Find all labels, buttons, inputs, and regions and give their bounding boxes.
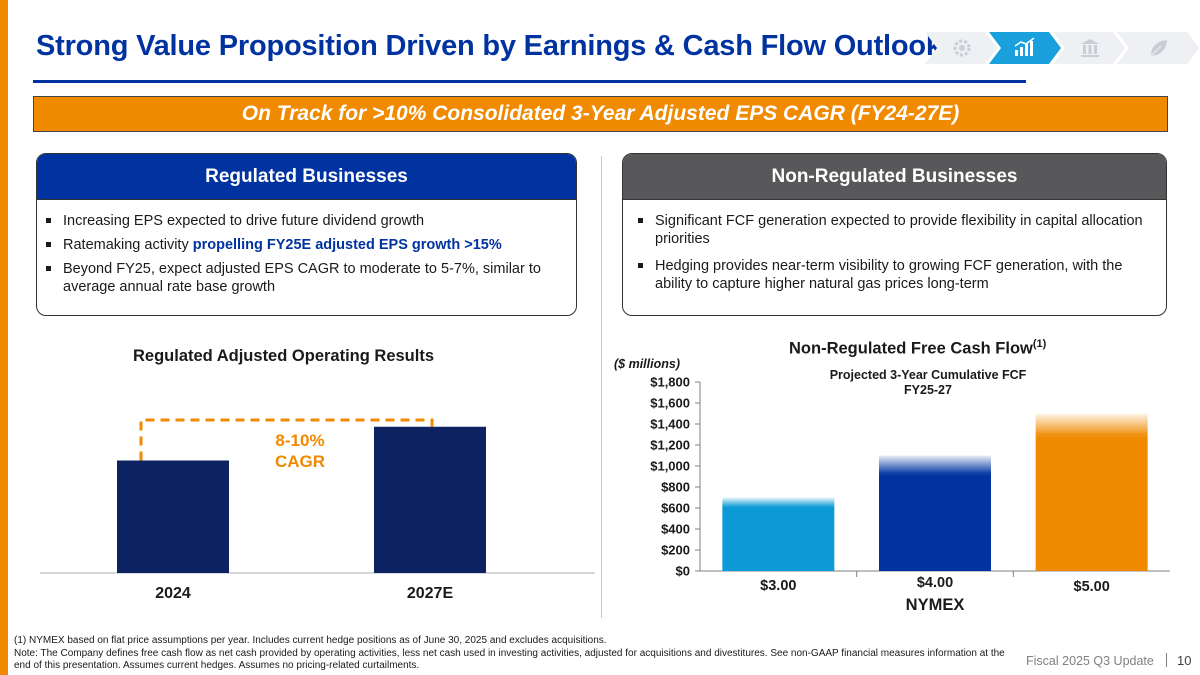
banner-text: On Track for >10% Consolidated 3-Year Ad… <box>241 102 960 125</box>
footer-separator <box>1166 653 1167 667</box>
y-tick-label: $1,400 <box>650 417 690 432</box>
x-tick-label: $4.00 <box>917 575 953 591</box>
x-tick-label: 2024 <box>155 585 191 602</box>
section-progress-nav <box>925 32 1200 64</box>
y-tick-label: $600 <box>661 501 690 516</box>
footnote-marker: (1) <box>1032 338 1047 350</box>
y-tick-label: $1,000 <box>650 459 690 474</box>
nonregulated-heading-text: Non-Regulated Businesses <box>771 165 1018 187</box>
bar-fade-$4.00 <box>879 455 991 475</box>
list-item: Significant FCF generation expected to p… <box>638 212 1152 248</box>
chart-subtitle-line1: Projected 3-Year Cumulative FCF <box>830 368 1027 382</box>
regulated-heading-text: Regulated Businesses <box>205 165 408 187</box>
list-item: Beyond FY25, expect adjusted EPS CAGR to… <box>46 260 562 296</box>
bar-2024 <box>117 460 229 573</box>
cagr-annotation-line1: 8-10% <box>275 431 324 450</box>
cagr-annotation-line2: CAGR <box>275 452 325 471</box>
y-tick-label: $1,200 <box>650 438 690 453</box>
list-item: Ratemaking activity propelling FY25E adj… <box>46 236 562 254</box>
nonregulated-heading: Non-Regulated Businesses <box>623 154 1166 200</box>
bar-$3.00 <box>722 506 835 571</box>
gear-icon <box>953 39 971 57</box>
fcf-chart-title: Non-Regulated Free Cash Flow(1) <box>789 338 1047 358</box>
bar-$4.00 <box>879 474 991 571</box>
regulated-businesses-card: Regulated Businesses Increasing EPS expe… <box>36 153 577 316</box>
title-underline <box>33 80 1026 83</box>
nav-step-1[interactable] <box>925 32 997 64</box>
leaf-icon <box>1150 40 1167 57</box>
y-tick-label: $200 <box>661 543 690 558</box>
y-tick-label: $0 <box>676 564 690 579</box>
footer-label: Fiscal 2025 Q3 Update <box>1026 654 1154 668</box>
footnote-2: Note: The Company defines free cash flow… <box>14 647 1005 672</box>
list-item: Hedging provides near-term visibility to… <box>638 257 1152 293</box>
y-tick-label: $800 <box>661 480 690 495</box>
x-tick-label: $5.00 <box>1074 579 1110 595</box>
regulated-heading: Regulated Businesses <box>37 154 576 200</box>
page-number: 10 <box>1177 653 1192 668</box>
regulated-operating-results-chart: 2024 2027E 8-10% CAGR <box>40 418 595 602</box>
bar-2027E <box>374 426 486 573</box>
y-tick-label: $1,800 <box>650 375 690 390</box>
chart-subtitle-line2: FY25-27 <box>904 383 952 397</box>
bar-fade-$3.00 <box>722 497 835 507</box>
x-tick-label: $3.00 <box>760 578 796 594</box>
bar-fade-$5.00 <box>1035 413 1148 437</box>
x-tick-label: 2027E <box>407 585 454 602</box>
y-tick-label: $1,600 <box>650 396 690 411</box>
nav-step-2-active[interactable] <box>989 32 1061 64</box>
y-tick-label: $400 <box>661 522 690 537</box>
eps-cagr-banner: On Track for >10% Consolidated 3-Year Ad… <box>33 96 1168 132</box>
y-axis-unit-label: ($ millions) <box>614 357 680 371</box>
footnote-1: (1) NYMEX based on flat price assumption… <box>14 635 607 646</box>
nonregulated-businesses-card: Non-Regulated Businesses Significant FCF… <box>622 153 1167 316</box>
institution-icon <box>1081 39 1099 57</box>
column-divider <box>601 156 602 618</box>
footnotes: (1) NYMEX based on flat price assumption… <box>14 635 1024 673</box>
growth-chart-icon <box>1014 37 1035 56</box>
highlight-text: propelling FY25E adjusted EPS growth >15… <box>192 237 502 253</box>
nav-step-3[interactable] <box>1053 32 1125 64</box>
regulated-chart-title: Regulated Adjusted Operating Results <box>133 347 435 365</box>
nonregulated-bullet-list: Significant FCF generation expected to p… <box>638 212 1152 293</box>
list-item: Increasing EPS expected to drive future … <box>46 212 562 230</box>
x-axis-title: NYMEX <box>906 596 965 614</box>
left-accent-strip <box>0 0 8 675</box>
cagr-bracket <box>139 418 434 461</box>
bar-$5.00 <box>1035 436 1148 571</box>
page-title: Strong Value Proposition Driven by Earni… <box>36 30 942 62</box>
regulated-bullet-list: Increasing EPS expected to drive future … <box>46 212 562 296</box>
nav-step-4[interactable] <box>1117 32 1199 64</box>
nonregulated-fcf-chart: ($ millions) Projected 3-Year Cumulative … <box>614 357 1170 614</box>
